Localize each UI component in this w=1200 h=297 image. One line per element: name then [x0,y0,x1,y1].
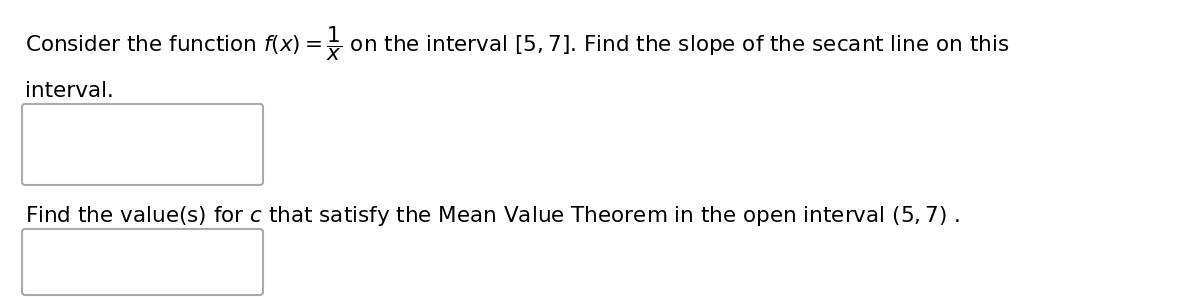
FancyBboxPatch shape [22,229,263,295]
Text: interval.: interval. [25,81,114,101]
Text: Consider the function $f(x) = \dfrac{1}{x}$ on the interval $\left[5, 7\right]$.: Consider the function $f(x) = \dfrac{1}{… [25,24,1009,63]
Text: Find the value(s) for $c$ that satisfy the Mean Value Theorem in the open interv: Find the value(s) for $c$ that satisfy t… [25,204,960,228]
FancyBboxPatch shape [22,104,263,185]
